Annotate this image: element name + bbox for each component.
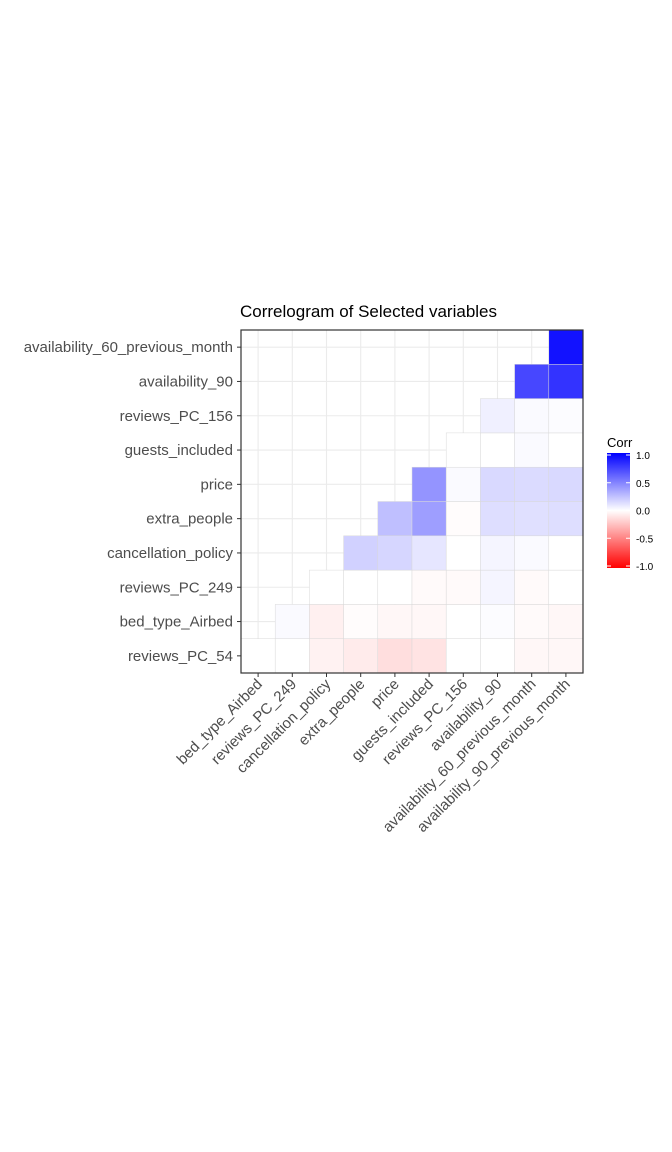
heatmap-cell <box>480 466 515 502</box>
heatmap-cell <box>309 604 344 639</box>
heatmap-cell <box>480 638 515 674</box>
heatmap-cell <box>445 569 481 605</box>
y-tick-label: reviews_PC_54 <box>128 648 233 665</box>
heatmap-cell <box>548 535 584 571</box>
y-tick-label: availability_90 <box>139 373 233 390</box>
heatmap-cell <box>411 535 447 571</box>
heatmap-cell <box>548 398 584 434</box>
y-tick-label: availability_60_previous_month <box>24 339 233 356</box>
heatmap-cell <box>411 638 447 674</box>
heatmap-cell <box>514 398 550 434</box>
legend-tick-label: 0.5 <box>636 479 650 490</box>
heatmap-cell <box>514 364 550 399</box>
heatmap-cell <box>548 638 584 674</box>
heatmap-cell <box>514 638 550 674</box>
heatmap-cell <box>411 569 447 605</box>
y-tick-label: reviews_PC_156 <box>120 408 233 425</box>
heatmap-cell <box>411 604 447 639</box>
heatmap-cell <box>514 501 550 537</box>
heatmap-cell <box>343 535 379 571</box>
legend-tick-label: -0.5 <box>636 534 654 545</box>
heatmap-cell <box>343 638 379 674</box>
legend-title: Corr <box>607 435 633 450</box>
heatmap-cell <box>445 501 481 537</box>
heatmap-cell <box>480 501 515 537</box>
heatmap-cell <box>445 535 481 571</box>
y-axis: reviews_PC_54 bed_type_Airbed reviews_PC_2… <box>24 339 241 665</box>
heatmap-cell <box>548 432 584 468</box>
y-tick-label: cancellation_policy <box>107 545 233 562</box>
legend: Corr 1.0 0.5 0.0 -0.5 -1.0 <box>607 435 654 573</box>
heatmap-cell <box>480 432 515 468</box>
legend-colorbar <box>607 453 630 568</box>
heatmap-cell <box>240 638 276 674</box>
heatmap-cell <box>548 329 584 365</box>
heatmap-cell <box>343 604 379 639</box>
y-tick-label: bed_type_Airbed <box>120 614 233 631</box>
heatmap-cell <box>377 535 413 571</box>
heatmap-cell <box>514 466 550 502</box>
heatmap-cell <box>377 604 413 639</box>
y-tick-label: reviews_PC_249 <box>120 579 233 596</box>
y-tick-label: price <box>200 476 233 493</box>
heatmap-cell <box>274 604 310 639</box>
heatmap-cell <box>480 569 515 605</box>
heatmap-cell <box>514 535 550 571</box>
legend-tick-label: 1.0 <box>636 451 650 462</box>
heatmap-cell <box>377 501 413 537</box>
heatmap-cell <box>343 569 379 605</box>
heatmap-cell <box>411 501 447 537</box>
heatmap-cell <box>445 466 481 502</box>
heatmap-cell <box>411 466 447 502</box>
panel-border <box>240 329 584 674</box>
heatmap-cell <box>548 364 584 399</box>
heatmap-cell <box>514 432 550 468</box>
heatmap-cell <box>514 604 550 639</box>
heatmap-cells <box>240 329 584 674</box>
heatmap-cell <box>480 398 515 434</box>
heatmap-cell <box>548 501 584 537</box>
x-axis: bed_type_Airbedreviews_PC_249cancellatio… <box>174 673 574 836</box>
heatmap-cell <box>548 604 584 639</box>
heatmap-cell <box>309 569 344 605</box>
heatmap-cell <box>309 638 344 674</box>
heatmap-cell <box>548 466 584 502</box>
heatmap-cell <box>514 569 550 605</box>
heatmap-cell <box>480 604 515 639</box>
heatmap-cell <box>445 604 481 639</box>
legend-tick-label: -1.0 <box>636 562 654 573</box>
heatmap-cell <box>548 569 584 605</box>
y-tick-label: extra_people <box>146 511 233 528</box>
heatmap-cell <box>445 638 481 674</box>
chart-title: Correlogram of Selected variables <box>240 302 497 321</box>
heatmap-cell <box>445 432 481 468</box>
heatmap-cell <box>377 569 413 605</box>
heatmap-cell <box>480 535 515 571</box>
heatmap-cell <box>377 638 413 674</box>
heatmap-cell <box>274 638 310 674</box>
y-tick-label: guests_included <box>125 442 233 459</box>
legend-tick-label: 0.0 <box>636 507 650 518</box>
